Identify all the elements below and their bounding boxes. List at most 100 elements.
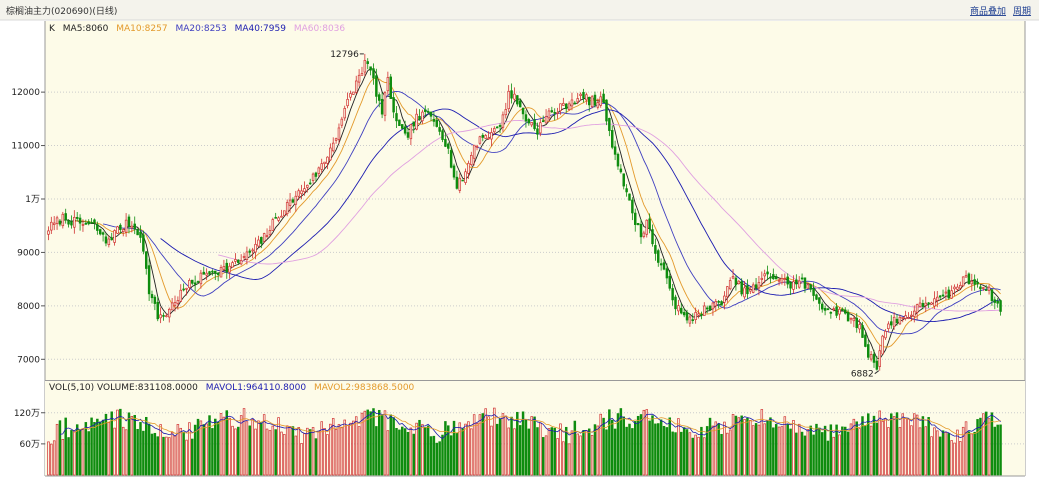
- volume-bar: [182, 431, 185, 476]
- volume-bar: [464, 423, 467, 476]
- volume-bar: [340, 426, 344, 476]
- candle-body: [107, 238, 111, 246]
- chart-title: 棕榈油主力(020690)(日线): [6, 5, 117, 17]
- candle-body: [248, 250, 252, 253]
- candle-body: [648, 218, 651, 230]
- candle-body: [812, 288, 815, 296]
- candle-body: [570, 99, 574, 107]
- candle-body: [67, 220, 70, 225]
- volume-bar: [987, 418, 991, 476]
- volume-bar: [113, 427, 116, 476]
- volume-bar: [196, 418, 200, 476]
- candle-body: [875, 360, 879, 370]
- volume-bar: [173, 435, 177, 476]
- volume-bar: [941, 430, 945, 476]
- volume-bar: [352, 420, 355, 476]
- volume-bar: [691, 437, 695, 476]
- volume-bar: [826, 440, 830, 476]
- volume-bar: [751, 425, 755, 476]
- candle-body: [858, 324, 861, 330]
- candle-body: [449, 150, 453, 168]
- candle-body: [680, 307, 683, 314]
- volume-bar: [590, 435, 594, 476]
- volume-bar: [58, 420, 62, 476]
- volume-bar: [153, 432, 157, 476]
- candle-body: [795, 279, 798, 285]
- price-extremes: 12796 6882: [330, 50, 880, 380]
- candle-body: [383, 92, 387, 116]
- candle-body: [878, 350, 881, 367]
- overlay-link[interactable]: 商品叠加: [970, 5, 1006, 17]
- volume-bar: [159, 424, 162, 476]
- candle-body: [726, 286, 729, 298]
- candle-body: [372, 68, 375, 79]
- volume-bar: [334, 429, 338, 476]
- ma5-label: MA5:8060: [63, 24, 109, 34]
- candle-body: [47, 230, 50, 235]
- volume-bar: [415, 422, 418, 476]
- candle-body: [639, 223, 643, 238]
- candle-body: [579, 93, 582, 96]
- candle-body: [78, 217, 82, 224]
- candle-body: [921, 302, 925, 307]
- volume-bar: [188, 422, 191, 476]
- candle-body: [622, 173, 625, 187]
- candle-body: [887, 323, 890, 330]
- candle-body: [300, 190, 303, 195]
- candle-body: [73, 216, 76, 228]
- candle-body: [668, 275, 672, 289]
- volume-bar: [812, 434, 815, 476]
- volume-bar: [254, 428, 257, 476]
- candle-body: [501, 114, 505, 128]
- volume-bar: [124, 429, 128, 476]
- volume-bar: [533, 416, 536, 476]
- volume-bar: [556, 438, 559, 476]
- ma20-label: MA20:8253: [175, 24, 226, 34]
- volume-bar: [982, 413, 985, 476]
- candle-body: [110, 237, 113, 241]
- volume-bar: [372, 408, 375, 476]
- candle-body: [631, 199, 634, 214]
- candle-body: [124, 219, 128, 233]
- candle-body: [714, 301, 718, 307]
- volume-bar: [772, 427, 775, 476]
- volume-bar: [156, 436, 159, 476]
- candle-body: [136, 228, 139, 236]
- volume-bar: [579, 435, 582, 476]
- volume-bar: [326, 434, 329, 476]
- volume-bar: [585, 430, 588, 476]
- volume-bar: [398, 429, 401, 476]
- volume-bar: [426, 425, 430, 476]
- candle-body: [452, 165, 456, 178]
- candle-body: [386, 77, 390, 92]
- volume-bar: [383, 410, 387, 476]
- candle-body: [87, 221, 90, 225]
- candle-body: [550, 110, 554, 113]
- candle-body: [895, 318, 899, 323]
- candle-body: [429, 111, 433, 117]
- candle-body: [369, 66, 372, 71]
- candle-body: [820, 303, 824, 310]
- candle-body: [930, 302, 933, 305]
- period-link[interactable]: 周期: [1013, 6, 1031, 17]
- volume-bar: [107, 422, 111, 476]
- volume-bar: [490, 425, 493, 476]
- volume-bar: [208, 415, 211, 476]
- volume-bar: [268, 430, 272, 476]
- candle-body: [898, 316, 902, 325]
- candle-body: [953, 286, 956, 290]
- volume-bar: [950, 440, 953, 476]
- candle-body: [849, 317, 853, 320]
- price-tick-label: 8000: [17, 302, 40, 312]
- volume-bar: [820, 432, 824, 476]
- volume-bar: [875, 422, 879, 476]
- volume-bar: [731, 414, 735, 476]
- volume-bar: [797, 423, 801, 476]
- volume-bar: [608, 409, 611, 476]
- volume-bar: [895, 412, 899, 476]
- candle-body: [406, 132, 410, 138]
- candle-body: [176, 300, 180, 304]
- volume-bar: [185, 439, 188, 476]
- volume-bar: [248, 425, 252, 476]
- candle-body: [947, 289, 951, 299]
